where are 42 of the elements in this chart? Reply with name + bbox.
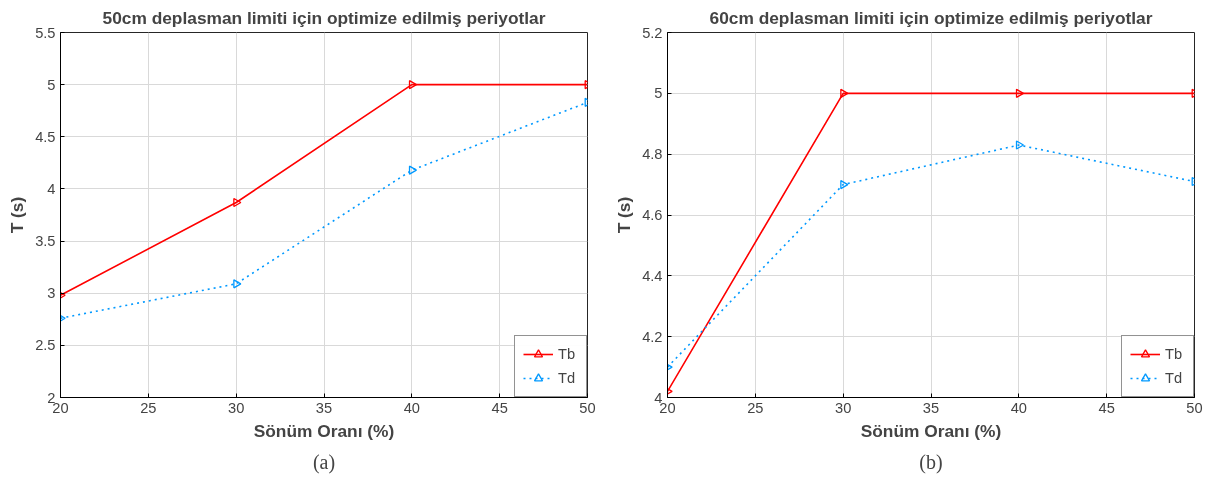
chart-title: 50cm deplasman limiti için optimize edilmiş periyotlar (102, 7, 546, 28)
point (233, 279, 242, 289)
x-tick-label: 35 (922, 399, 940, 416)
text: (a) (312, 450, 336, 474)
y-tick-label: 4.8 (642, 146, 663, 163)
x-tick-label: 40 (403, 399, 420, 416)
y-tick-label: 4.6 (642, 207, 663, 223)
chart-title: 60cm deplasman limiti için optimize edilmiş periyotlar (709, 7, 1153, 28)
x-tick-label: 25 (747, 399, 764, 416)
x-tick-label: 45 (491, 399, 508, 416)
x-tick-label: 50 (1186, 399, 1203, 416)
x-axis-title: Sönüm Oranı (%) (860, 420, 1002, 441)
point (840, 88, 849, 98)
point (233, 197, 242, 208)
x-tick-label: 50 (579, 399, 596, 416)
text: (b) (919, 450, 943, 474)
x-tick-label: 45 (1098, 399, 1115, 416)
x-tick-label: 30 (835, 399, 852, 416)
y-tick-label: 3.5 (35, 233, 56, 250)
y-tick-label: 5 (654, 85, 663, 102)
y-tick-label: 4.2 (642, 328, 663, 345)
legend-label: Td (558, 370, 577, 386)
x-tick-label: 30 (228, 399, 245, 416)
x-tick-label: 40 (1010, 399, 1027, 416)
point (840, 179, 849, 190)
y-tick-label: 2.5 (35, 337, 56, 354)
y-axis-title: T (s) (614, 196, 635, 234)
y-tick-label: 3 (47, 285, 56, 302)
y-tick-label: 5 (47, 76, 56, 93)
y-tick-label: 4.4 (642, 267, 663, 284)
legend-label: Tb (1165, 346, 1184, 362)
legend-label: Td (1165, 370, 1184, 386)
x-tick-label: 20 (52, 399, 69, 416)
x-tick-label: 25 (140, 399, 157, 416)
y-tick-label: 5.5 (35, 24, 56, 41)
x-axis-title: Sönüm Oranı (%) (253, 420, 395, 441)
x-tick-label: 35 (315, 399, 333, 416)
y-tick-label: 5.2 (642, 24, 663, 41)
y-tick-label: 4.5 (35, 128, 56, 145)
legend-label: Tb (558, 346, 577, 362)
y-axis-title: T (s) (7, 196, 28, 234)
y-tick-label: 4 (47, 180, 56, 197)
